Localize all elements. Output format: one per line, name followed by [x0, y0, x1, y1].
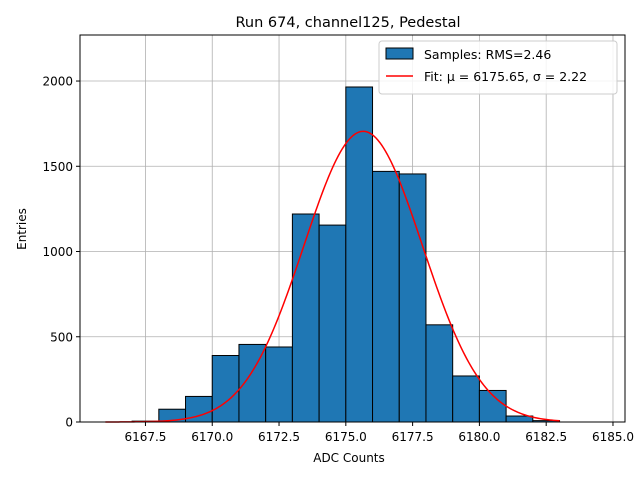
histogram-bar	[211, 355, 240, 423]
x-tick-label: 6172.5	[258, 430, 300, 444]
y-axis-ticks: 0 500 1000 1500 2000	[42, 75, 80, 430]
y-tick-label: 500	[50, 330, 73, 344]
histogram-bar	[452, 375, 480, 423]
legend: Samples: RMS=2.46 Fit: μ = 6175.65, σ = …	[378, 40, 618, 95]
histogram-bar	[398, 173, 427, 423]
y-tick-label: 1500	[42, 160, 73, 174]
y-tick-label: 0	[65, 416, 73, 430]
x-tick-label: 6175.0	[325, 430, 367, 444]
histogram-bar	[318, 224, 347, 423]
y-tick-label: 1000	[42, 245, 73, 259]
x-tick-label: 6177.5	[392, 430, 434, 444]
chart-title: Run 674, channel125, Pedestal	[235, 15, 460, 31]
plot-frame	[79, 34, 626, 423]
x-axis-label: ADC Counts	[313, 451, 385, 465]
histogram-bar	[505, 415, 534, 423]
histogram-bar	[291, 213, 320, 423]
histogram-bar	[265, 346, 293, 423]
legend-box	[378, 40, 618, 95]
y-axis-label: Entries	[15, 208, 29, 250]
gaussian-fit-curve	[105, 130, 560, 423]
histogram-bar	[425, 324, 454, 423]
legend-histogram-label: Samples: RMS=2.46	[424, 47, 551, 62]
x-tick-label: 6167.5	[124, 430, 166, 444]
x-tick-label: 6182.5	[525, 430, 567, 444]
histogram-bar	[372, 170, 400, 423]
histogram-bars	[131, 86, 561, 423]
x-tick-label: 6170.0	[191, 430, 233, 444]
y-tick-label: 2000	[42, 75, 73, 89]
x-tick-label: 6180.0	[458, 430, 500, 444]
histogram-bar	[345, 86, 374, 423]
legend-histogram-swatch	[385, 47, 414, 60]
x-tick-label: 6185.0	[592, 430, 634, 444]
x-axis-ticks: 6167.5 6170.0 6172.5 6175.0 6177.5 6180.0 6182…	[124, 422, 634, 444]
legend-fit-label: Fit: μ = 6175.65, σ = 2.22	[424, 69, 587, 84]
